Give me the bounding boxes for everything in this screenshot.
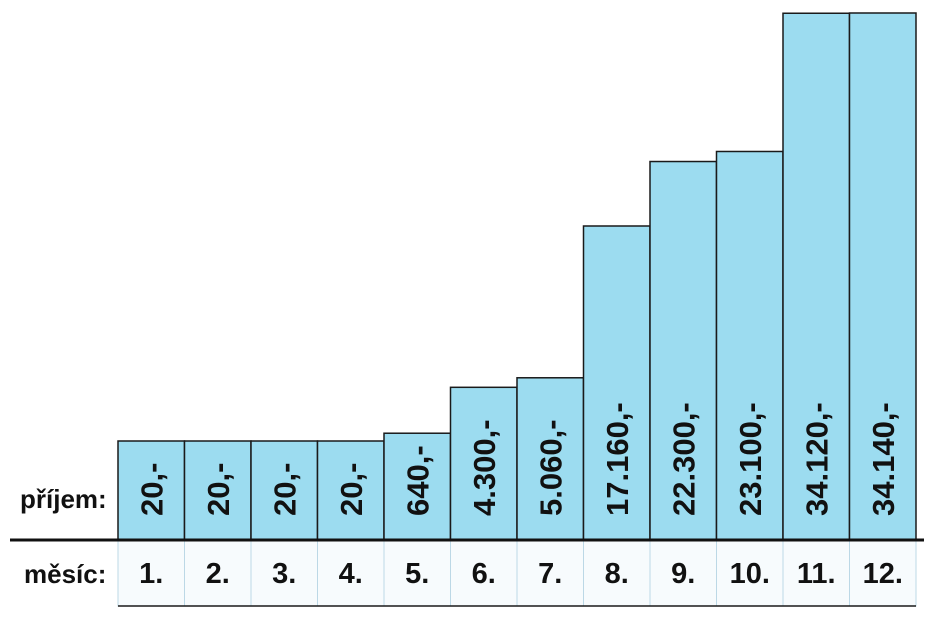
bar-value-label: 22.300,- <box>666 402 701 516</box>
month-tick-label: 4. <box>339 558 363 590</box>
month-tick-label: 10. <box>730 558 770 590</box>
month-tick-label: 7. <box>538 558 562 590</box>
bar-value-label: 20,- <box>334 463 369 516</box>
bar-month-7 <box>516 377 585 541</box>
month-cell-11 <box>782 539 850 607</box>
bar-value-label: 17.160,- <box>600 402 635 516</box>
month-tick-label: 11. <box>797 558 836 590</box>
bar-month-6 <box>449 386 518 541</box>
bar-value-label: 34.140,- <box>866 402 901 516</box>
month-cell-5 <box>383 539 451 607</box>
bar-value-label: 640,- <box>400 445 435 516</box>
bar-month-12 <box>848 12 917 541</box>
bar-month-5 <box>383 432 452 541</box>
bar-value-label: 5.060,- <box>533 419 568 516</box>
month-row-label: měsíc: <box>24 559 107 589</box>
bar-value-label: 20,- <box>134 463 169 516</box>
month-tick-label: 3. <box>272 558 296 590</box>
bar-month-10 <box>715 150 784 541</box>
bar-value-label: 23.100,- <box>733 402 768 516</box>
bars-layer: 20,- 20,- 20,- 20,- 640,- 4.300,- 5.060,- 17.16… <box>117 12 917 541</box>
bar-month-8 <box>582 225 651 541</box>
month-cell-2 <box>184 539 252 607</box>
income-row-label: příjem: <box>20 484 107 514</box>
bar-value-label: 4.300,- <box>467 419 502 516</box>
month-tick-label: 5. <box>405 558 429 590</box>
month-cell-9 <box>649 539 717 607</box>
bar-month-11 <box>782 12 851 541</box>
month-cells-layer: 1. 2. 3. 4. 5. 6. 7. 8. 9. 10. 11. 12. <box>117 539 917 607</box>
month-tick-label: 9. <box>671 558 695 590</box>
bar-value-label: 20,- <box>201 463 236 516</box>
month-cell-1 <box>117 539 185 607</box>
month-tick-label: 6. <box>472 558 496 590</box>
bar-value-label: 34.120,- <box>799 402 834 516</box>
month-tick-label: 1. <box>139 558 163 590</box>
bar-month-4 <box>316 440 385 541</box>
month-tick-label: 8. <box>605 558 629 590</box>
bar-value-label: 20,- <box>267 463 302 516</box>
month-tick-label: 2. <box>206 558 230 590</box>
month-tick-label: 12. <box>863 558 903 590</box>
